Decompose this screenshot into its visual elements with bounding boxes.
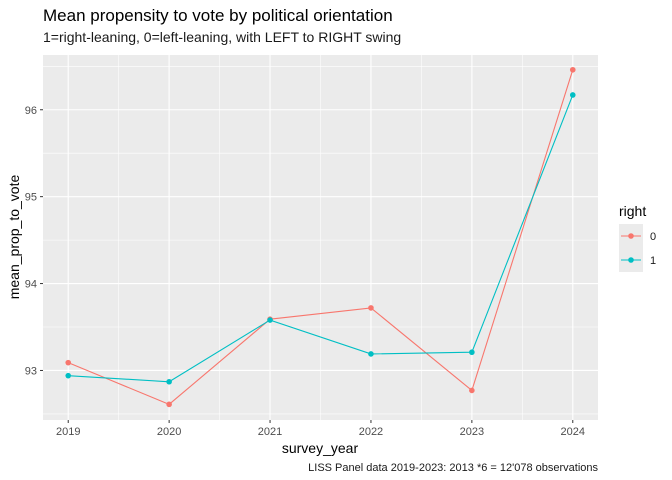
data-point-series-1 bbox=[469, 349, 475, 356]
x-tick-label: 2023 bbox=[460, 426, 484, 438]
major-gridlines bbox=[43, 55, 598, 420]
data-point-series-1 bbox=[569, 92, 576, 98]
y-tick-label: 94 bbox=[25, 279, 37, 291]
x-axis-ticks: 2019 2020 2021 2022 2023 2024 bbox=[56, 420, 585, 438]
data-point-series-1 bbox=[368, 351, 374, 357]
minor-gridlines bbox=[43, 55, 598, 420]
y-axis-ticks: 93 94 95 96 bbox=[25, 105, 43, 377]
data-point-series-0 bbox=[469, 387, 475, 394]
y-tick-label: 93 bbox=[25, 365, 37, 377]
x-tick-label: 2019 bbox=[56, 426, 80, 438]
legend-point-1 bbox=[628, 257, 634, 263]
data-point-series-1 bbox=[65, 372, 72, 379]
data-point-series-0 bbox=[65, 359, 72, 366]
y-axis-title: mean_prop_to_vote bbox=[6, 175, 22, 300]
series-line-0 bbox=[68, 69, 574, 405]
chart-caption: LISS Panel data 2019-2023: 2013 *6 = 12'… bbox=[308, 462, 598, 474]
legend-title: right bbox=[619, 203, 646, 219]
chart-title: Mean propensity to vote by political ori… bbox=[43, 6, 393, 25]
legend: right 0 1 bbox=[619, 203, 656, 272]
series-lines bbox=[68, 69, 574, 405]
x-axis-title: survey_year bbox=[282, 440, 359, 456]
x-tick-label: 2020 bbox=[157, 426, 181, 438]
chart-subtitle: 1=right-leaning, 0=left-leaning, with LE… bbox=[43, 29, 401, 45]
y-tick-label: 96 bbox=[25, 105, 37, 117]
x-tick-label: 2022 bbox=[359, 426, 383, 438]
legend-point-0 bbox=[628, 233, 634, 239]
data-point-series-1 bbox=[166, 378, 172, 385]
data-point-series-0 bbox=[166, 401, 172, 408]
data-point-series-0 bbox=[368, 305, 374, 311]
series-points bbox=[65, 66, 576, 408]
series-line-1 bbox=[68, 94, 574, 383]
data-point-series-1 bbox=[267, 317, 273, 323]
x-tick-label: 2021 bbox=[258, 426, 282, 438]
x-tick-label: 2024 bbox=[561, 426, 585, 438]
legend-label-0: 0 bbox=[650, 231, 656, 243]
legend-label-1: 1 bbox=[650, 255, 656, 267]
y-tick-label: 95 bbox=[25, 192, 37, 204]
data-point-series-0 bbox=[569, 66, 576, 73]
